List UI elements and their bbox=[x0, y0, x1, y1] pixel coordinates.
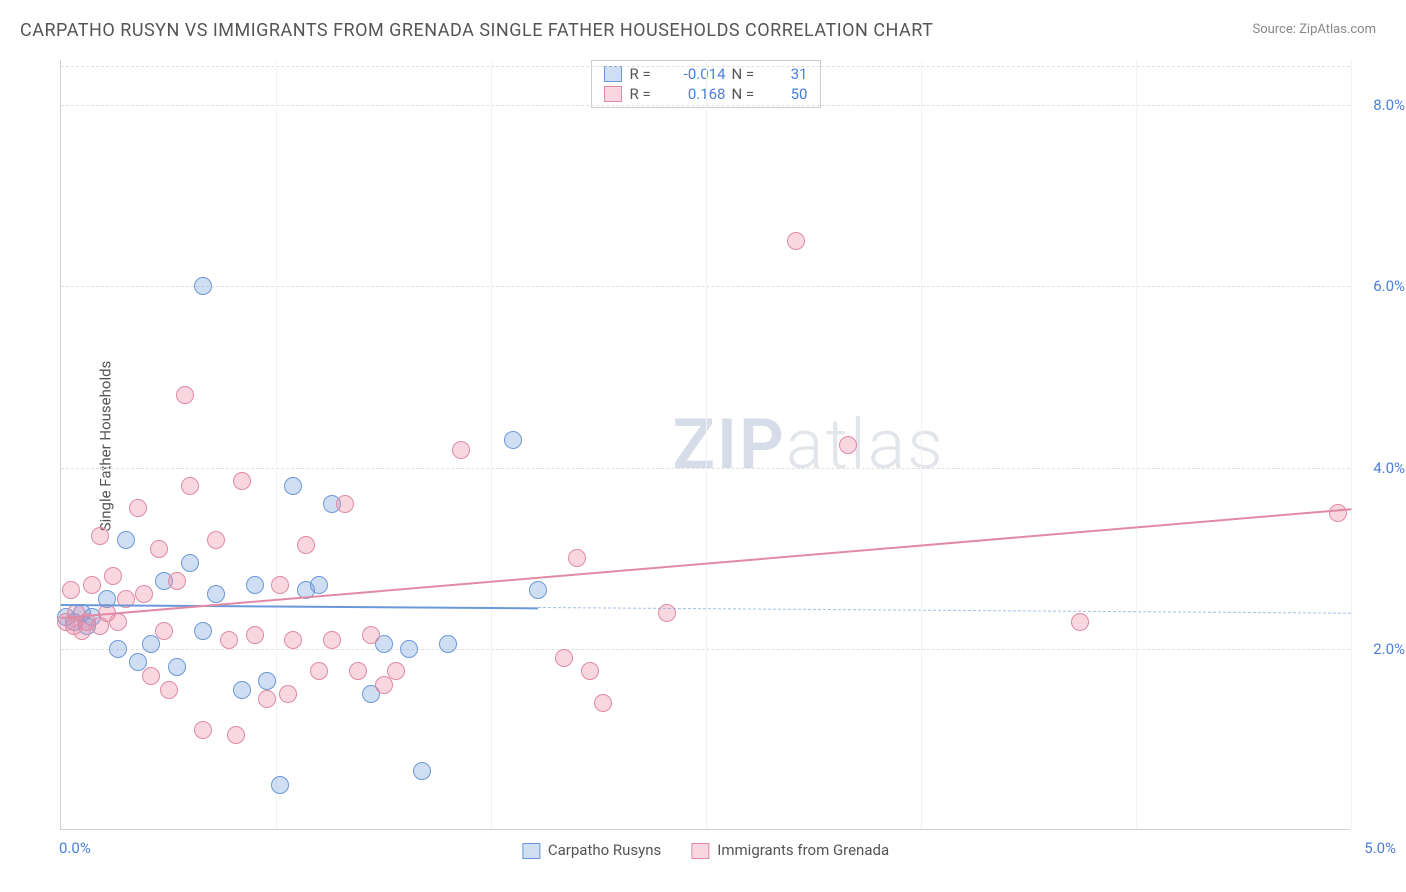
y-tick-label: 4.0% bbox=[1373, 459, 1405, 477]
y-tick-label: 8.0% bbox=[1373, 96, 1405, 114]
gridline-v bbox=[276, 60, 277, 829]
scatter-point bbox=[787, 232, 805, 250]
scatter-point bbox=[336, 495, 354, 513]
scatter-point bbox=[194, 277, 212, 295]
scatter-point bbox=[271, 776, 289, 794]
gridline-v bbox=[706, 60, 707, 829]
scatter-point bbox=[258, 690, 276, 708]
scatter-point bbox=[160, 681, 178, 699]
stats-n-value-1: 50 bbox=[768, 85, 808, 103]
gridline-v bbox=[1351, 60, 1352, 829]
trend-line bbox=[61, 604, 538, 609]
scatter-point bbox=[83, 576, 101, 594]
scatter-point bbox=[400, 640, 418, 658]
legend-swatch-0 bbox=[522, 843, 540, 859]
scatter-point bbox=[142, 635, 160, 653]
legend-label-1: Immigrants from Grenada bbox=[717, 841, 889, 859]
y-tick-label: 6.0% bbox=[1373, 277, 1405, 295]
scatter-point bbox=[227, 726, 245, 744]
y-tick-label: 2.0% bbox=[1373, 640, 1405, 658]
scatter-point bbox=[375, 676, 393, 694]
scatter-point bbox=[181, 554, 199, 572]
scatter-point bbox=[1071, 613, 1089, 631]
stats-n-label-0: N = bbox=[732, 65, 762, 83]
scatter-point bbox=[194, 622, 212, 640]
watermark-bold: ZIP bbox=[673, 404, 786, 486]
scatter-point bbox=[310, 662, 328, 680]
scatter-point bbox=[413, 762, 431, 780]
scatter-point bbox=[155, 622, 173, 640]
scatter-point bbox=[62, 581, 80, 599]
stats-swatch-1 bbox=[604, 86, 622, 102]
scatter-point bbox=[233, 472, 251, 490]
scatter-point bbox=[233, 681, 251, 699]
scatter-point bbox=[594, 694, 612, 712]
gridline-v bbox=[921, 60, 922, 829]
scatter-point bbox=[323, 631, 341, 649]
scatter-point bbox=[297, 536, 315, 554]
scatter-point bbox=[555, 649, 573, 667]
scatter-point bbox=[207, 531, 225, 549]
gridline-v bbox=[491, 60, 492, 829]
scatter-point bbox=[839, 436, 857, 454]
scatter-point bbox=[117, 531, 135, 549]
scatter-point bbox=[284, 477, 302, 495]
scatter-point bbox=[439, 635, 457, 653]
scatter-point bbox=[91, 527, 109, 545]
scatter-point bbox=[504, 431, 522, 449]
scatter-point bbox=[109, 613, 127, 631]
scatter-point bbox=[104, 567, 122, 585]
legend-swatch-1 bbox=[691, 843, 709, 859]
scatter-point bbox=[284, 631, 302, 649]
bottom-legend: Carpatho Rusyns Immigrants from Grenada bbox=[522, 841, 889, 859]
scatter-point bbox=[568, 549, 586, 567]
gridline-v bbox=[1136, 60, 1137, 829]
scatter-point bbox=[220, 631, 238, 649]
source-label: Source: ZipAtlas.com bbox=[1252, 22, 1376, 37]
stats-r-label-1: R = bbox=[630, 85, 660, 103]
stats-r-label-0: R = bbox=[630, 65, 660, 83]
stats-r-value-0: -0.014 bbox=[666, 65, 726, 83]
scatter-point bbox=[529, 581, 547, 599]
scatter-point bbox=[168, 572, 186, 590]
scatter-point bbox=[150, 540, 168, 558]
legend-label-0: Carpatho Rusyns bbox=[548, 841, 661, 859]
scatter-point bbox=[452, 441, 470, 459]
scatter-point bbox=[279, 685, 297, 703]
stats-n-label-1: N = bbox=[732, 85, 762, 103]
scatter-point bbox=[258, 672, 276, 690]
scatter-point bbox=[581, 662, 599, 680]
scatter-point bbox=[142, 667, 160, 685]
stats-n-value-0: 31 bbox=[768, 65, 808, 83]
x-tick-label: 0.0% bbox=[59, 839, 91, 857]
scatter-point bbox=[658, 604, 676, 622]
scatter-point bbox=[1329, 504, 1347, 522]
scatter-point bbox=[194, 721, 212, 739]
stats-swatch-0 bbox=[604, 66, 622, 82]
scatter-point bbox=[246, 576, 264, 594]
legend-item-1: Immigrants from Grenada bbox=[691, 841, 889, 859]
scatter-point bbox=[129, 499, 147, 517]
scatter-point bbox=[362, 626, 380, 644]
scatter-point bbox=[181, 477, 199, 495]
stats-r-value-1: 0.168 bbox=[666, 85, 726, 103]
scatter-point bbox=[176, 386, 194, 404]
scatter-point bbox=[349, 662, 367, 680]
scatter-point bbox=[246, 626, 264, 644]
scatter-point bbox=[207, 585, 225, 603]
x-tick-label: 5.0% bbox=[1364, 839, 1396, 857]
watermark: ZIPatlas bbox=[673, 404, 945, 486]
chart-title: CARPATHO RUSYN VS IMMIGRANTS FROM GRENAD… bbox=[20, 20, 933, 41]
legend-item-0: Carpatho Rusyns bbox=[522, 841, 661, 859]
chart-plot-area: ZIPatlas R = -0.014 N = 31 R = 0.168 N =… bbox=[60, 60, 1350, 830]
scatter-point bbox=[310, 576, 328, 594]
scatter-point bbox=[168, 658, 186, 676]
scatter-point bbox=[135, 585, 153, 603]
scatter-point bbox=[271, 576, 289, 594]
scatter-point bbox=[387, 662, 405, 680]
scatter-point bbox=[109, 640, 127, 658]
